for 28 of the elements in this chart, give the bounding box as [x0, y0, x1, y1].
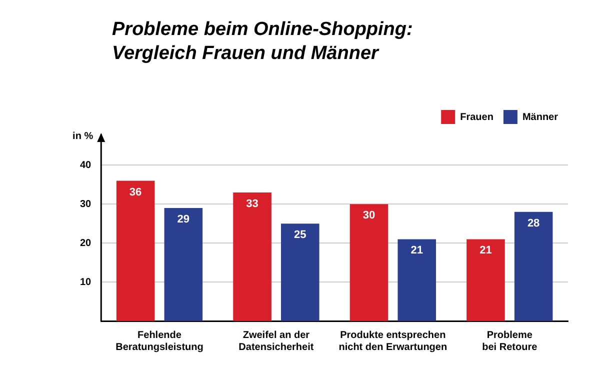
data-label: 29 — [177, 214, 190, 226]
bar — [398, 239, 436, 321]
data-label: 25 — [294, 229, 306, 242]
data-label: 33 — [246, 198, 258, 210]
data-label: 21 — [480, 244, 492, 257]
y-axis-title: in % — [72, 130, 94, 142]
legend-label: Frauen — [460, 112, 494, 123]
data-label: 21 — [410, 244, 423, 257]
x-tick-label: Probleme bei Retoure — [482, 330, 538, 353]
y-tick-label: 40 — [80, 160, 92, 171]
data-label: 36 — [129, 186, 142, 198]
bar — [164, 208, 203, 321]
y-tick-label: 20 — [80, 238, 92, 249]
bar — [116, 180, 155, 321]
y-tick-label: 30 — [80, 198, 92, 210]
x-tick-label: Fehlende Beratungsleistung — [116, 330, 204, 353]
x-tick-label: Produkte entsprechen nicht den Erwartungen — [338, 330, 448, 353]
bar — [466, 239, 505, 321]
bar — [280, 224, 320, 321]
x-tick-label: Zweifel an der Datensicherheit — [238, 330, 314, 353]
y-tick-label: 10 — [80, 276, 92, 288]
chart-title: Probleme beim Online-Shopping: Vergleich Frauen und Männer — [112, 18, 413, 66]
legend-label: Männer — [522, 112, 558, 123]
bar — [233, 192, 272, 321]
data-label: 28 — [527, 217, 540, 230]
bar — [514, 212, 553, 321]
bar — [350, 204, 388, 321]
data-label: 30 — [362, 210, 376, 222]
